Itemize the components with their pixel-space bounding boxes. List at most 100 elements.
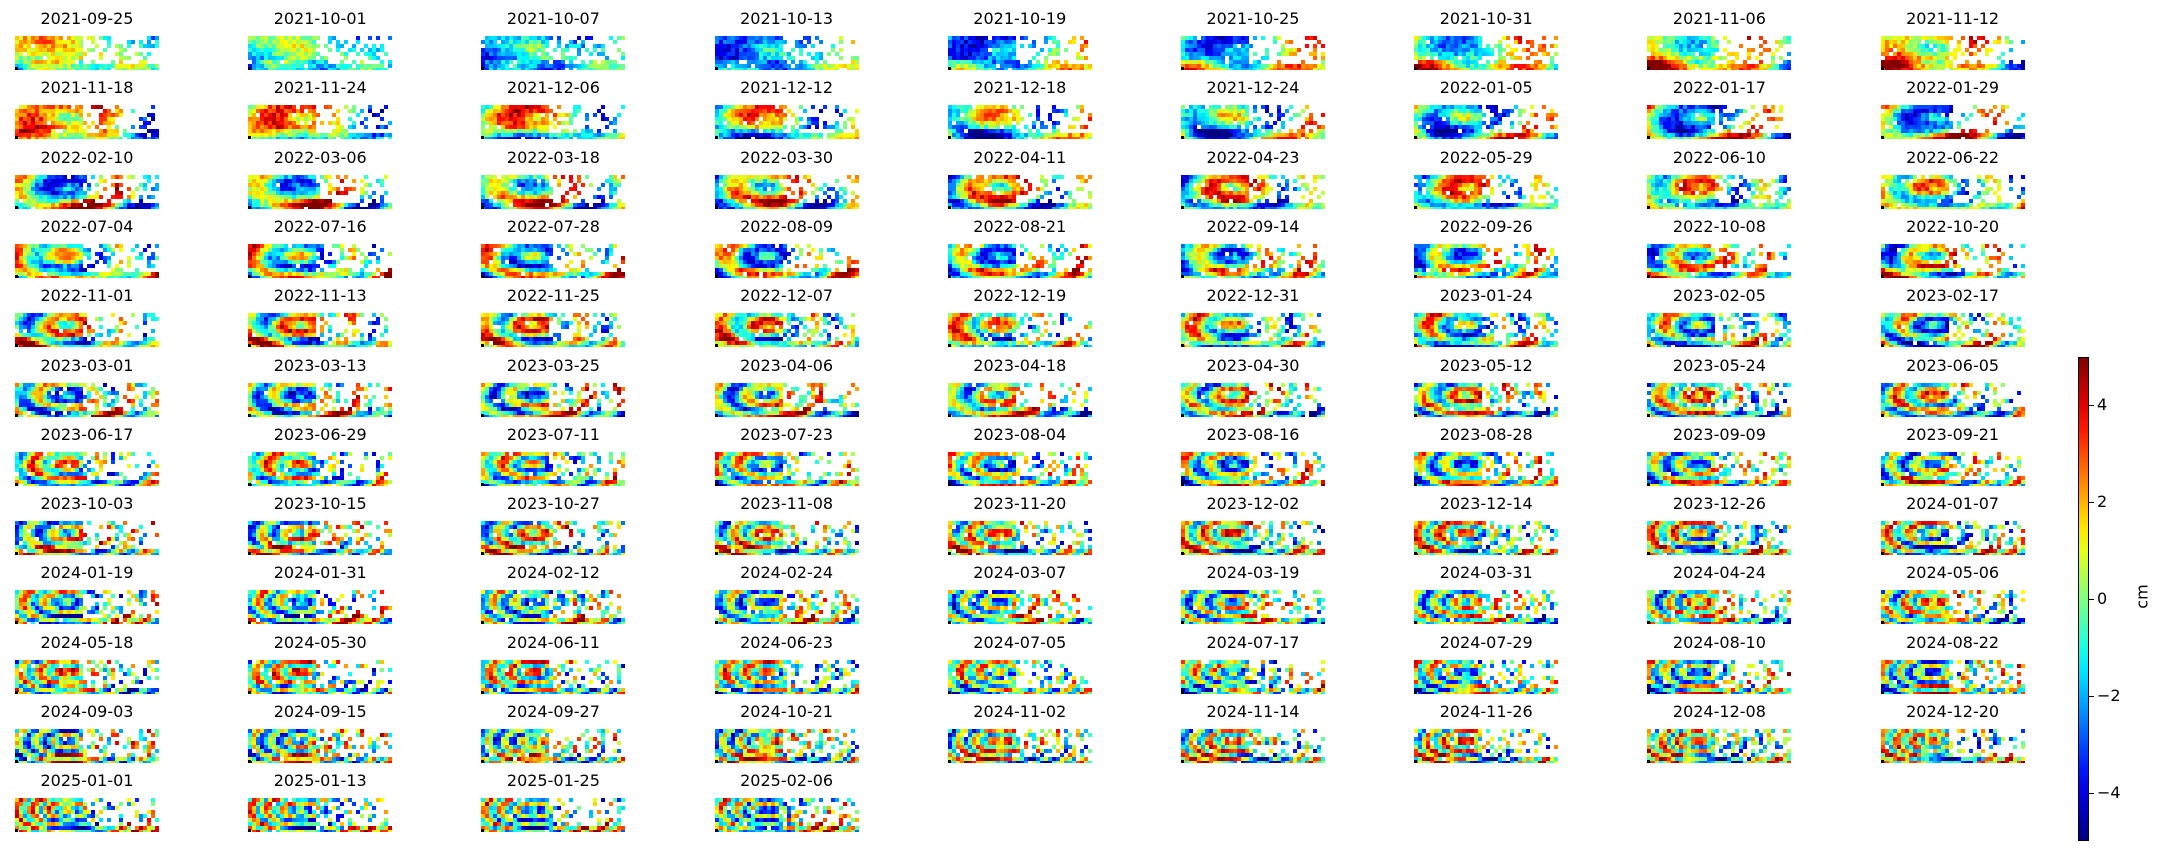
deformation-map-pixels [1647,382,1792,417]
panel-title: 2022-03-06 [248,148,392,167]
deformation-map [248,36,393,70]
deformation-map [1181,590,1325,625]
deformation-map [481,521,626,556]
deformation-map-pixels [1181,36,1325,70]
reference-point-marker [1414,760,1418,763]
reference-point-marker [15,552,18,556]
colorbar-tick-label: 0 [2097,589,2107,608]
panel-title: 2022-06-10 [1647,148,1791,167]
deformation-map-pixels [1414,382,1559,417]
deformation-map [1647,243,1792,278]
deformation-map-pixels [1181,659,1325,694]
panel-title: 2024-02-24 [715,563,859,582]
reference-point-marker [15,690,18,694]
deformation-map [1181,451,1325,486]
reference-point-marker [947,690,951,694]
panel-title: 2023-10-27 [481,494,625,513]
deformation-map-pixels [947,729,1092,763]
deformation-map-pixels [248,105,393,140]
panel-title: 2024-12-20 [1881,702,2025,721]
reference-point-marker [1880,67,1884,70]
deformation-map-pixels [15,382,159,417]
deformation-map-pixels [1880,105,2025,140]
panel-title: 2022-11-01 [15,286,159,305]
reference-point-marker [1880,552,1884,556]
deformation-map-pixels [248,313,393,348]
deformation-map [1880,105,2025,140]
deformation-map [248,174,393,209]
reference-point-marker [1181,136,1184,140]
deformation-map [947,729,1092,763]
panel-title: 2023-11-08 [715,494,859,513]
deformation-map [481,313,626,348]
colorbar-tick-label: 4 [2097,395,2107,414]
deformation-map [714,590,859,625]
deformation-map [481,451,626,486]
deformation-map [947,105,1092,140]
deformation-map-pixels [714,243,859,278]
reference-point-marker [1181,274,1184,278]
deformation-map-pixels [714,313,859,348]
deformation-map-pixels [15,659,159,694]
reference-point-marker [481,413,485,417]
deformation-map-pixels [1647,174,1792,209]
panel-title: 2021-10-13 [715,9,859,28]
panel-title: 2023-06-17 [15,425,159,444]
panel-title: 2023-10-15 [248,494,392,513]
reference-point-marker [1414,205,1418,209]
deformation-map [947,313,1092,348]
deformation-map-pixels [1181,590,1325,625]
deformation-map [1414,243,1559,278]
panel-title: 2023-08-28 [1414,425,1558,444]
reference-point-marker [947,552,951,556]
deformation-map-pixels [1647,451,1792,486]
deformation-map [1647,729,1792,763]
reference-point-marker [1414,344,1418,348]
deformation-map [481,659,626,694]
reference-point-marker [1647,621,1651,625]
panel-title: 2021-10-07 [481,9,625,28]
panel-title: 2022-04-23 [1181,148,1325,167]
reference-point-marker [481,136,485,140]
deformation-map [1181,659,1325,694]
deformation-map [15,36,159,70]
deformation-map [1181,243,1325,278]
panel-title: 2024-08-10 [1647,633,1791,652]
reference-point-marker [15,344,18,348]
panel-title: 2023-03-25 [481,356,625,375]
deformation-map-pixels [1880,243,2025,278]
deformation-map [714,382,859,417]
deformation-map-pixels [1647,659,1792,694]
panel-title: 2022-03-30 [715,148,859,167]
panel-title: 2023-04-18 [948,356,1092,375]
panel-title: 2022-05-29 [1414,148,1558,167]
reference-point-marker [1414,482,1418,486]
panel-title: 2023-02-05 [1647,286,1791,305]
deformation-map [1414,382,1559,417]
deformation-map [1414,590,1559,625]
deformation-map-pixels [947,313,1092,348]
deformation-map-pixels [481,382,626,417]
deformation-map [481,243,626,278]
deformation-map-pixels [481,313,626,348]
deformation-map [1880,174,2025,209]
colorbar-tick [2089,599,2094,600]
deformation-map [1647,313,1792,348]
reference-point-marker [714,482,718,486]
panel-title: 2024-07-05 [948,633,1092,652]
deformation-map-pixels [1880,590,2025,625]
panel-title: 2024-11-02 [948,702,1092,721]
deformation-map [714,313,859,348]
deformation-map-pixels [15,521,159,556]
deformation-map [1414,174,1559,209]
panel-title: 2022-07-28 [481,217,625,236]
reference-point-marker [1414,413,1418,417]
deformation-map-pixels [947,36,1092,70]
deformation-map [1647,590,1792,625]
deformation-map [15,174,159,209]
panel-title: 2024-10-21 [715,702,859,721]
deformation-map-pixels [481,729,626,763]
deformation-map-pixels [1647,105,1792,140]
panel-title: 2024-02-12 [481,563,625,582]
colorbar: 4 2 0 −2 −4 cm [2078,357,2162,843]
